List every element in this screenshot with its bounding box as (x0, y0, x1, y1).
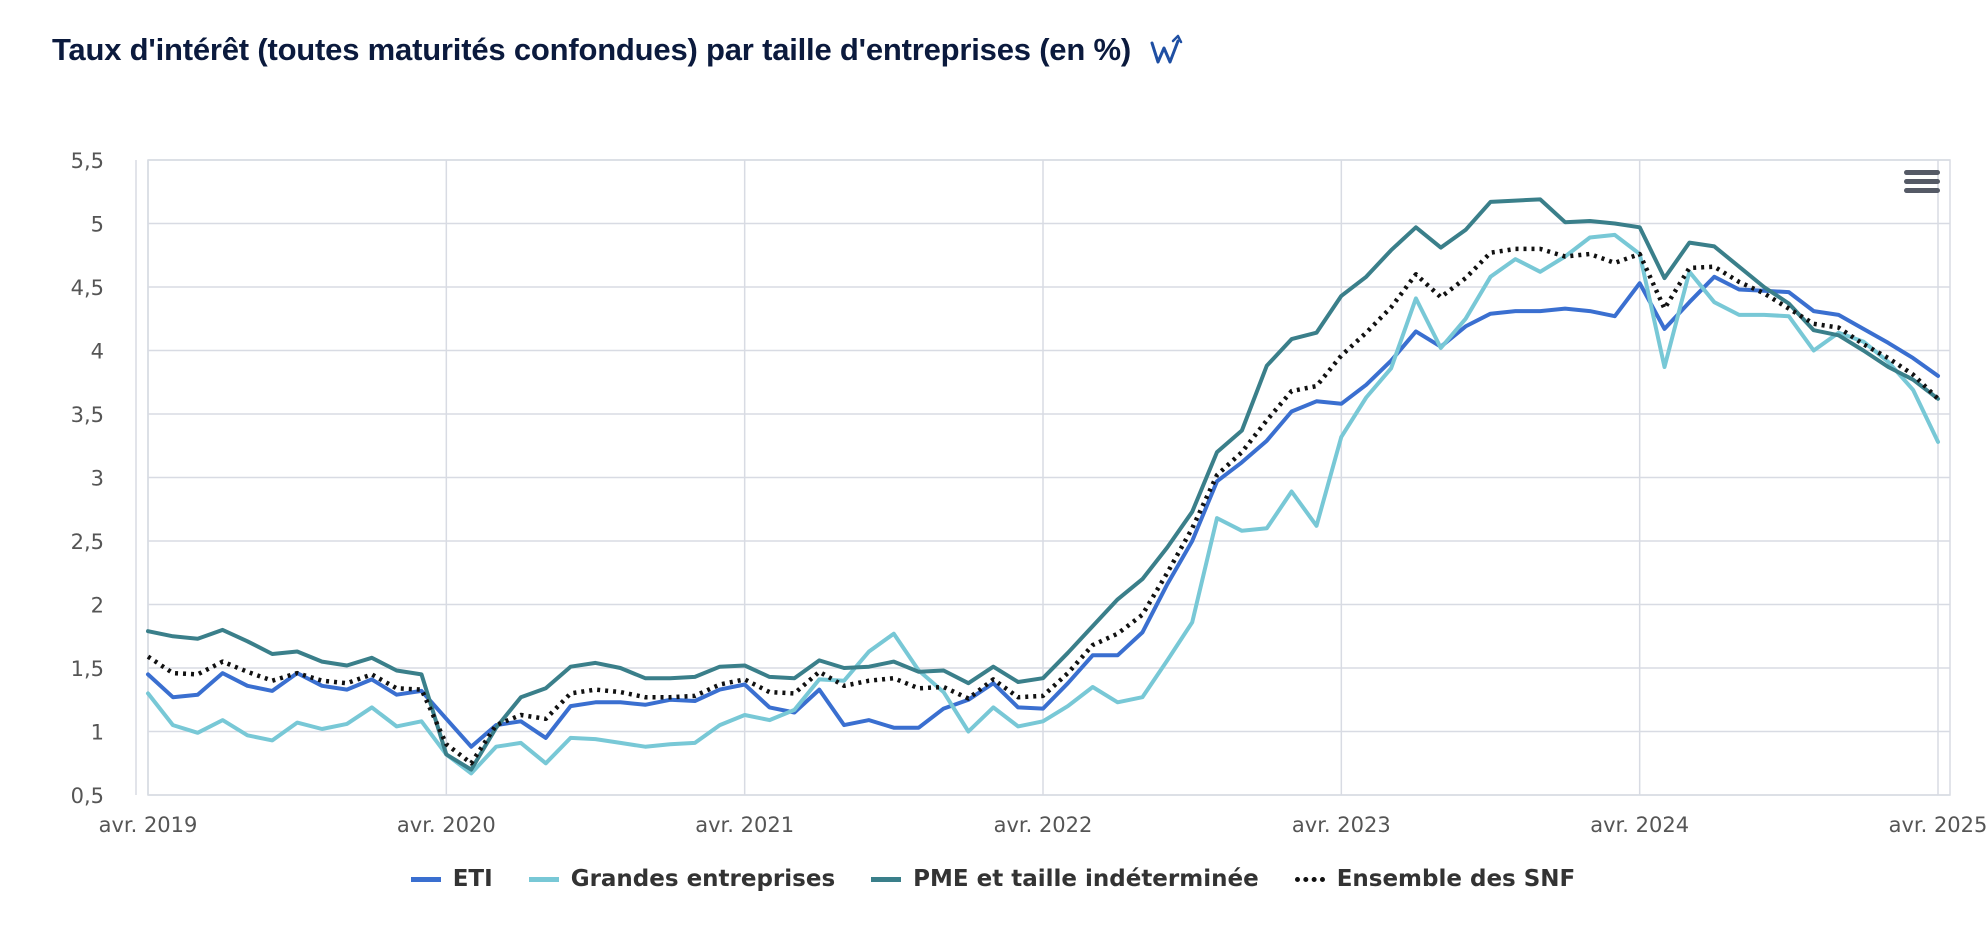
y-tick-label: 1 (91, 721, 104, 745)
series-line-ensemble-snf (146, 246, 1940, 766)
y-tick-label: 3,5 (71, 403, 104, 427)
legend-line-grandes-entreprises (528, 876, 559, 882)
x-tick-label: avr. 2020 (397, 813, 496, 837)
legend-label-pme: PME et taille indéterminée (913, 866, 1259, 892)
legend-line-eti (410, 876, 441, 882)
x-tick-label: avr. 2019 (99, 813, 198, 837)
x-tick-label: avr. 2024 (1590, 813, 1689, 837)
legend-item-pme[interactable]: PME et taille indéterminée (871, 866, 1259, 892)
y-tick-label: 5 (91, 213, 104, 237)
line-chart: 0,5 1 1,5 2 2,5 3 3,5 4 4,5 5 5,5 avr. 2019 avr. 202… (71, 149, 1986, 837)
legend-label-eti: ETI (452, 866, 493, 892)
y-tick-label: 2 (91, 594, 104, 618)
y-tick-label: 5,5 (71, 149, 104, 173)
axis-labels: 0,5 1 1,5 2 2,5 3 3,5 4 4,5 5 5,5 avr. 2019 avr. 202… (71, 149, 1986, 837)
y-tick-label: 4 (91, 340, 104, 364)
x-tick-label: avr. 2021 (695, 813, 794, 837)
x-tick-label: avr. 2022 (994, 813, 1093, 837)
y-tick-label: 0,5 (71, 784, 104, 808)
legend-label-ensemble-snf: Ensemble des SNF (1336, 866, 1576, 892)
legend: ETI Grandes entreprises PME et taille in… (0, 866, 1986, 892)
legend-item-ensemble-snf[interactable]: Ensemble des SNF (1294, 866, 1576, 892)
legend-line-pme (871, 876, 902, 882)
series-line-eti (146, 274, 1940, 749)
y-tick-label: 2,5 (71, 530, 104, 554)
legend-item-grandes-entreprises[interactable]: Grandes entreprises (528, 866, 836, 892)
x-tick-label: avr. 2023 (1292, 813, 1391, 837)
grid (135, 159, 1951, 796)
series-layer (146, 197, 1940, 776)
y-tick-label: 1,5 (71, 657, 104, 681)
series-line-pme (146, 197, 1940, 772)
chart-title: Taux d'intérêt (toutes maturités confond… (52, 32, 1131, 67)
y-tick-label: 3 (91, 467, 104, 491)
legend-line-ensemble-snf (1294, 876, 1325, 882)
legend-item-eti[interactable]: ETI (410, 866, 493, 892)
x-tick-label: avr. 2025 (1889, 813, 1986, 837)
w-arrow-logo-icon[interactable] (1149, 32, 1185, 68)
title-row: Taux d'intérêt (toutes maturités confond… (52, 28, 1185, 72)
hamburger-menu-icon[interactable] (1902, 167, 1942, 201)
y-tick-label: 4,5 (71, 276, 104, 300)
legend-label-grandes-entreprises: Grandes entreprises (570, 866, 836, 892)
